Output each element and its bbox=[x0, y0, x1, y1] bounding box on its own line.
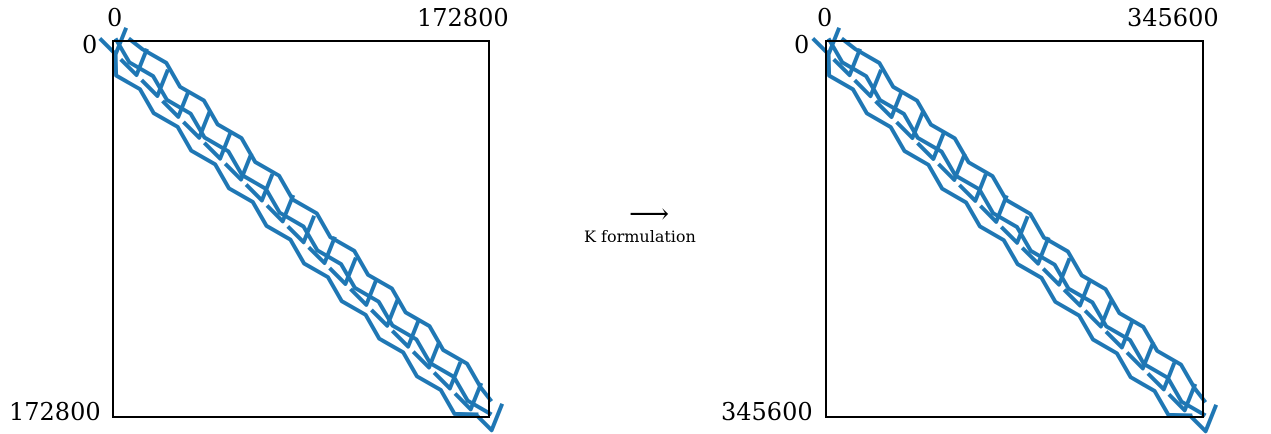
band-stroke bbox=[113, 37, 493, 417]
transform-arrow: ⟶ bbox=[629, 197, 670, 230]
band-chevron bbox=[181, 110, 212, 140]
left-y-tick-end: 172800 bbox=[9, 398, 101, 426]
band-chevron bbox=[369, 298, 400, 328]
band-chevron bbox=[328, 256, 358, 286]
band-chevron bbox=[349, 277, 379, 307]
band-chevron bbox=[244, 173, 275, 203]
band-chevron bbox=[202, 131, 233, 161]
band-chevron bbox=[223, 152, 254, 182]
left-matrix-frame bbox=[112, 40, 490, 418]
band-chevron bbox=[98, 27, 129, 57]
band-chevron bbox=[119, 47, 149, 77]
band-chevron bbox=[432, 361, 463, 391]
band-chevron bbox=[390, 319, 421, 349]
band-chevron bbox=[140, 68, 170, 98]
left-x-tick-start: 0 bbox=[107, 4, 123, 32]
right-x-tick-start: 0 bbox=[817, 4, 833, 32]
right-y-tick-end: 345600 bbox=[721, 398, 813, 426]
right-y-tick-start: 0 bbox=[794, 31, 810, 59]
left-x-tick-end: 172800 bbox=[417, 4, 509, 32]
transform-caption: K formulation bbox=[584, 227, 696, 246]
band-chevron bbox=[474, 403, 505, 433]
left-sparsity-pattern bbox=[98, 27, 505, 433]
band-chevron bbox=[161, 89, 191, 119]
band-chevron bbox=[453, 382, 484, 412]
band-chevron bbox=[307, 235, 337, 265]
band-chevron bbox=[265, 194, 296, 224]
right-x-tick-end: 345600 bbox=[1127, 4, 1219, 32]
band-chevron bbox=[411, 340, 442, 370]
band-chevron bbox=[286, 215, 317, 245]
band-stroke bbox=[113, 51, 479, 417]
left-y-tick-start: 0 bbox=[82, 31, 98, 59]
